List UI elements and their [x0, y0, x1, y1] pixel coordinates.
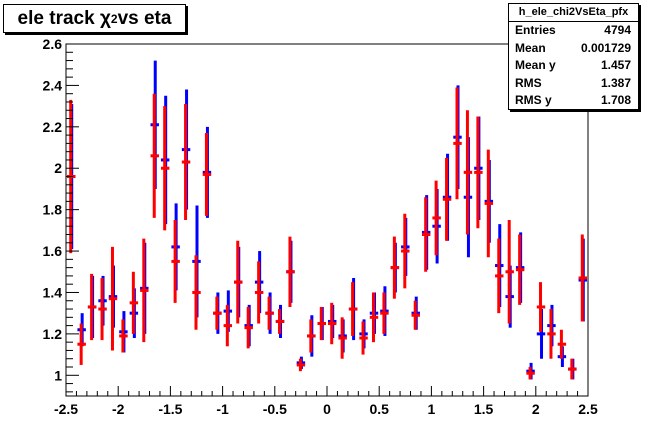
x-tick-label: 0.5: [369, 401, 389, 417]
stats-value: 1.457: [600, 58, 631, 72]
x-tick-label: 2: [532, 401, 540, 417]
y-tick-label: 1.2: [43, 326, 63, 342]
x-tick-label: -2: [112, 401, 125, 417]
stats-value: 0.001729: [580, 40, 631, 55]
x-tick-label: -0.5: [263, 401, 287, 417]
x-tick-label: 1.5: [474, 401, 494, 417]
chart-title-superscript: 2: [110, 11, 118, 26]
y-tick-label: 1.8: [43, 202, 63, 218]
stats-label: RMS: [515, 75, 542, 90]
x-tick-label: -1: [216, 401, 229, 417]
x-tick-label: -2.5: [54, 401, 78, 417]
axes: -2.5 -2 -1.5 -1 -0.5 0 0.5 1 1.5 2 2.5 1 1.2 1.4 1.6 1.…: [43, 36, 598, 417]
data-marks: [67, 60, 587, 380]
y-tick-label: 2.4: [43, 77, 63, 93]
stats-label: Mean y: [515, 58, 556, 72]
stats-row: RMS 1.387: [509, 75, 638, 93]
stats-value: 4794: [604, 23, 631, 37]
stats-row: Mean y 1.457: [509, 57, 638, 75]
stats-row: Mean 0.001729: [509, 40, 638, 58]
stats-row: Entries 4794: [509, 22, 638, 40]
y-tick-label: 2.6: [43, 36, 63, 52]
chart-title-prefix: ele track χ: [17, 7, 111, 29]
stats-row: RMS y 1.708: [509, 92, 638, 110]
stats-value: 1.708: [600, 93, 631, 107]
y-tick-label: 1: [54, 367, 62, 383]
y-tick-label: 1.4: [43, 284, 63, 300]
stats-box: h_ele_chi2VsEta_pfx Entries 4794 Mean 0.00…: [508, 3, 639, 110]
chart-title-suffix: vs eta: [117, 7, 172, 29]
stats-label: Mean: [515, 40, 546, 55]
stats-label: RMS y: [515, 93, 552, 107]
stats-label: Entries: [515, 23, 556, 37]
x-tick-label: -1.5: [158, 401, 182, 417]
y-tick-label: 2: [54, 160, 62, 176]
stats-histogram-name: h_ele_chi2VsEta_pfx: [509, 4, 638, 22]
y-tick-label: 1.6: [43, 243, 63, 259]
x-tick-label: 0: [323, 401, 331, 417]
x-tick-label: 2.5: [578, 401, 598, 417]
x-tick-label: 1: [428, 401, 436, 417]
stats-value: 1.387: [600, 75, 631, 90]
y-tick-label: 2.2: [43, 119, 63, 135]
